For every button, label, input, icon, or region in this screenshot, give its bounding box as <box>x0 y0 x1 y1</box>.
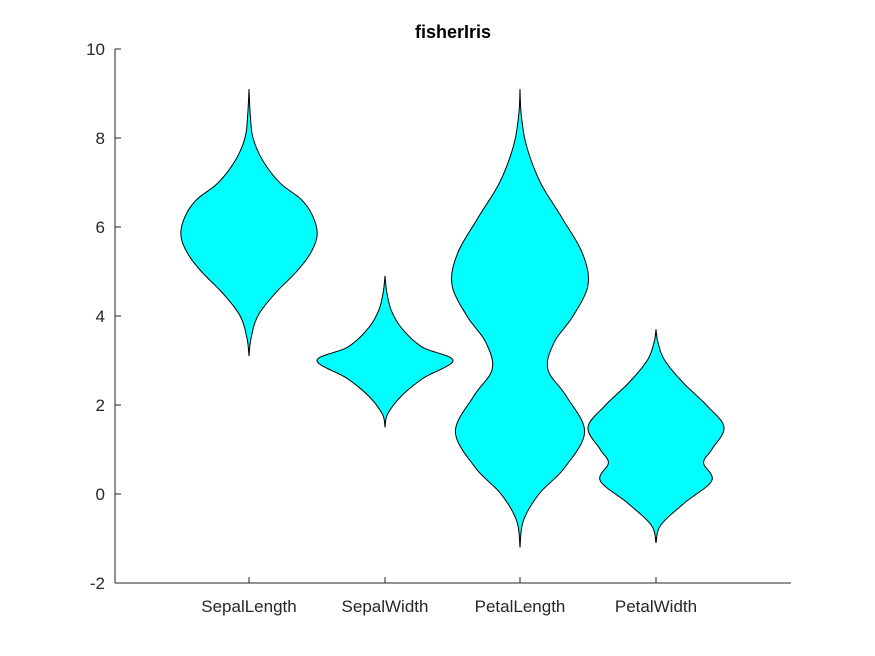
y-tick-label: 10 <box>86 40 105 59</box>
y-tick-label: 6 <box>96 218 105 237</box>
y-tick-label: 0 <box>96 485 105 504</box>
x-tick-label: SepalLength <box>201 597 296 616</box>
x-tick-label: PetalLength <box>475 597 566 616</box>
violin-sepalwidth <box>316 275 454 428</box>
y-ticks: -2 0 2 4 6 8 10 <box>86 40 121 593</box>
y-tick-label: 2 <box>96 396 105 415</box>
y-tick-label: 4 <box>96 307 105 326</box>
y-tick-label: 8 <box>96 129 105 148</box>
x-tick-label: SepalWidth <box>342 597 429 616</box>
violin-sepallength <box>180 89 318 357</box>
x-tick-label: PetalWidth <box>615 597 697 616</box>
x-ticks: SepalLength SepalWidth PetalLength PetalWid… <box>201 577 697 616</box>
violin-petallength <box>451 89 589 548</box>
violin-petalwidth <box>587 329 725 544</box>
y-tick-label: -2 <box>90 574 105 593</box>
chart-title: fisherIris <box>415 22 491 42</box>
violin-group <box>180 89 725 548</box>
